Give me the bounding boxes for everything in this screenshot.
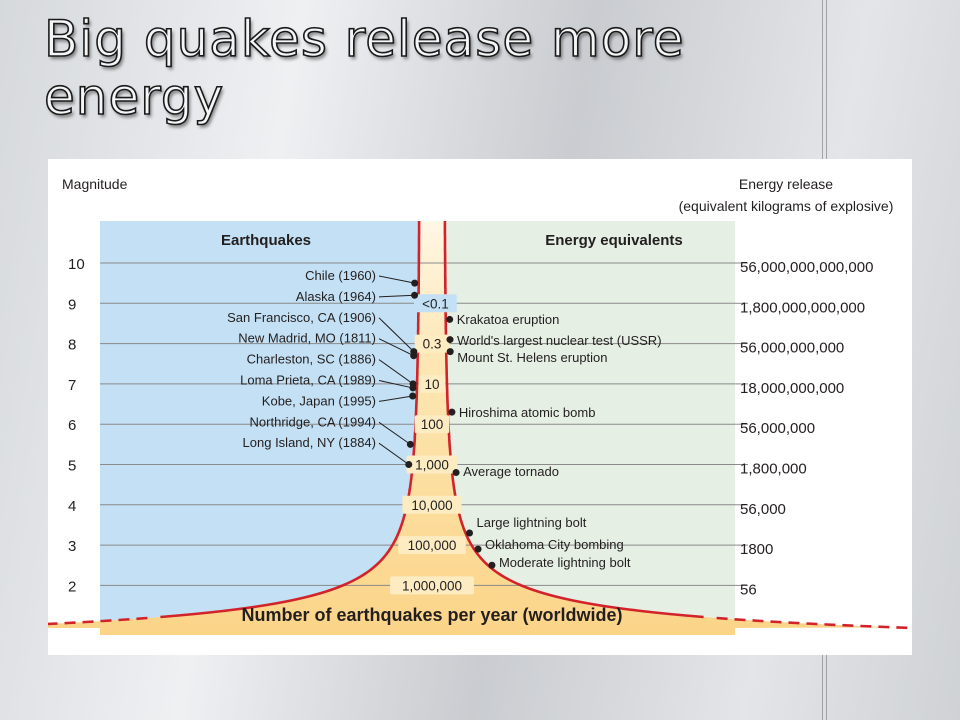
earthquake-label: San Francisco, CA (1906) <box>227 310 376 325</box>
energy-equivalent-marker <box>448 408 456 416</box>
frequency-label: 0.3 <box>423 337 442 352</box>
energy-equivalent-label: Average tornado <box>463 464 559 479</box>
earthquake-label: Alaska (1964) <box>296 289 376 304</box>
energy-tick-label: 56,000,000 <box>740 420 815 437</box>
earthquake-marker <box>409 384 417 392</box>
earthquake-leader-line <box>378 338 414 357</box>
frequency-label-background <box>402 495 462 514</box>
earthquake-energy-figure: <0.1 0.3 10 100 1,000 10,000 100,000 1,000,000 … <box>48 159 912 655</box>
energy-equivalents-panel-label: Energy equivalents <box>545 232 683 249</box>
frequency-label: 100 <box>421 417 444 432</box>
magnitude-axis-title: Magnitude <box>62 176 128 192</box>
frequency-label: 10,000 <box>411 498 452 513</box>
energy-equivalent-label: Large lightning bolt <box>477 515 587 530</box>
earthquake-label: Chile (1960) <box>305 268 376 283</box>
frequency-label: 1,000,000 <box>402 578 462 593</box>
energy-tick-label: 56 <box>740 581 757 598</box>
earthquake-marker <box>405 461 413 468</box>
earthquake-marker <box>406 440 414 448</box>
frequency-label: <0.1 <box>422 296 449 311</box>
earthquake-leader-line <box>378 294 415 298</box>
frequency-label-background <box>414 334 450 353</box>
earthquake-leader-line <box>378 317 415 353</box>
energy-axis-title-line-1: Energy release <box>739 176 833 192</box>
energy-equivalent-label: Moderate lightning bolt <box>499 555 631 570</box>
energy-equivalent-label: Hiroshima atomic bomb <box>459 405 596 420</box>
earthquake-energy-diagram: <0.10.3101001,00010,000100,0001,000,000 … <box>48 176 912 635</box>
magnitude-tick-label: 8 <box>68 337 76 354</box>
energy-equivalent-marker <box>466 529 474 537</box>
frequency-cone <box>48 221 899 635</box>
frequency-label-background <box>414 415 450 434</box>
energy-tick-label: 56,000,000,000 <box>740 340 844 357</box>
slide-title-line-2: energy <box>43 67 225 127</box>
earthquakes-panel-label: Earthquakes <box>221 232 311 249</box>
earthquake-label: New Madrid, MO (1811) <box>238 331 376 346</box>
energy-tick-label: 1,800,000 <box>740 461 807 478</box>
energy-tick-label: 1,800,000,000,000 <box>740 299 865 316</box>
earthquake-label: Kobe, Japan (1995) <box>262 393 376 408</box>
magnitude-tick-label: 10 <box>68 256 85 273</box>
frequency-label-background <box>390 576 474 595</box>
earthquake-marker <box>410 352 418 360</box>
frequency-label-background <box>414 294 457 313</box>
frequency-label-background <box>406 455 458 474</box>
earthquake-label: Long Island, NY (1884) <box>243 435 376 450</box>
earthquake-leader-line <box>378 359 414 385</box>
energy-tick-label: 18,000,000,000 <box>740 380 844 397</box>
earthquake-marker <box>411 291 419 299</box>
magnitude-tick-label: 5 <box>68 458 76 475</box>
energy-tick-label: 56,000,000,000,000 <box>740 259 873 276</box>
magnitude-tick-label: 3 <box>68 538 76 555</box>
frequency-label: 1,000 <box>415 458 449 473</box>
energy-equivalent-marker <box>488 561 496 569</box>
energy-axis-title-line-2: (equivalent kilograms of explosive) <box>679 198 894 214</box>
energy-tick-label: 56,000 <box>740 501 786 518</box>
energy-equivalent-marker <box>446 348 454 356</box>
earthquakes-panel <box>100 221 422 635</box>
energy-equivalent-label: Oklahoma City bombing <box>485 537 624 552</box>
energy-equivalent-marker <box>446 336 454 344</box>
earthquake-marker <box>409 392 417 400</box>
frequency-label: 10 <box>424 377 439 392</box>
earthquake-leader-line <box>378 442 410 465</box>
energy-equivalent-label: World's largest nuclear test (USSR) <box>457 333 662 348</box>
frequency-curve-right-extension <box>716 616 912 630</box>
energy-equivalent-marker <box>474 545 482 553</box>
earthquake-label: Northridge, CA (1994) <box>250 414 376 429</box>
slide-title-line-1: Big quakes release more <box>43 9 685 69</box>
earthquake-label: Charleston, SC (1886) <box>247 352 376 367</box>
earthquake-leader-line <box>378 395 413 402</box>
earthquake-leader-line <box>378 275 415 284</box>
frequency-label-background <box>418 374 446 393</box>
magnitude-tick-label: 9 <box>68 296 76 313</box>
earthquake-leader-line <box>378 380 414 389</box>
magnitude-tick-label: 6 <box>68 417 76 434</box>
energy-equivalent-marker <box>446 315 454 323</box>
frequency-label-background <box>398 536 466 555</box>
energy-tick-label: 1800 <box>740 541 773 558</box>
magnitude-tick-label: 4 <box>68 498 76 515</box>
earthquake-marker <box>411 279 419 287</box>
energy-equivalent-label: Krakatoa eruption <box>457 312 560 327</box>
frequency-curve-left-extension <box>48 616 148 626</box>
frequency-label: 100,000 <box>408 538 457 553</box>
earthquake-leader-line <box>378 421 411 445</box>
energy-equivalent-label: Mount St. Helens eruption <box>457 350 607 365</box>
magnitude-tick-label: 2 <box>68 578 76 595</box>
slide-title: Big quakes release more energy <box>43 9 904 127</box>
earthquake-label: Loma Prieta, CA (1989) <box>240 373 376 388</box>
energy-equivalent-marker <box>452 469 460 477</box>
magnitude-tick-label: 7 <box>68 377 76 394</box>
number-of-earthquakes-label: Number of earthquakes per year (worldwid… <box>241 605 622 625</box>
